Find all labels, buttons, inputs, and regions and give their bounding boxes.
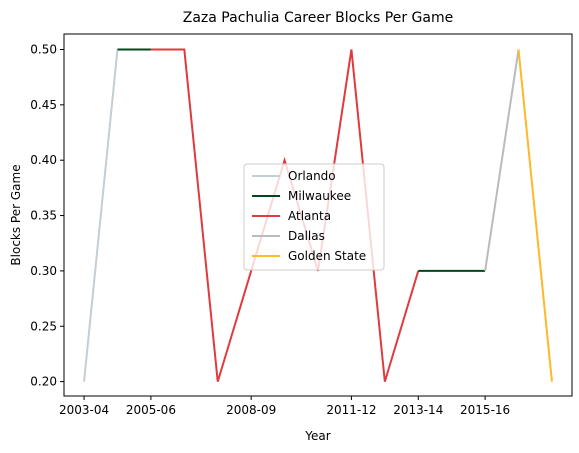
y-tick-label: 0.20	[30, 375, 57, 389]
y-tick-label: 0.30	[30, 264, 57, 278]
y-axis: 0.20 0.25 0.30 0.35 0.40 0.45 0.50	[30, 42, 64, 389]
legend-label-orlando: Orlando	[288, 169, 336, 183]
series-line-orlando-0	[83, 49, 119, 382]
x-tick-label: 2013-14	[393, 403, 443, 417]
legend: Orlando Milwaukee Atlanta Dallas Golden Stat…	[243, 163, 385, 271]
series-line-golden-state-5	[517, 49, 553, 382]
legend-box	[243, 163, 385, 271]
x-tick-label: 2015-16	[460, 403, 510, 417]
x-tick-label: 2008-09	[226, 403, 276, 417]
chart-title: Zaza Pachulia Career Blocks Per Game	[183, 10, 453, 26]
series-line-dallas-4	[484, 49, 520, 272]
y-axis-title: Blocks Per Game	[9, 164, 23, 265]
legend-label-dallas: Dallas	[288, 229, 325, 243]
series-layer	[83, 48, 553, 382]
plot-frame	[63, 33, 573, 397]
y-tick-label: 0.35	[30, 209, 57, 223]
y-tick-label: 0.50	[30, 42, 57, 56]
x-tick-label: 2005-06	[126, 403, 176, 417]
legend-label-atlanta: Atlanta	[288, 209, 331, 223]
y-tick-label: 0.40	[30, 153, 57, 167]
x-axis: 2003-04 2005-06 2008-09 2011-12 2013-14 2015-…	[59, 396, 510, 417]
y-tick-label: 0.25	[30, 319, 57, 333]
x-tick-label: 2011-12	[326, 403, 376, 417]
x-tick-label: 2003-04	[59, 403, 109, 417]
y-tick-label: 0.45	[30, 98, 57, 112]
legend-label-milwaukee: Milwaukee	[288, 189, 351, 203]
legend-label-golden-state: Golden State	[288, 249, 366, 263]
x-axis-title: Year	[304, 429, 330, 443]
series-line-atlanta-2	[150, 48, 420, 382]
